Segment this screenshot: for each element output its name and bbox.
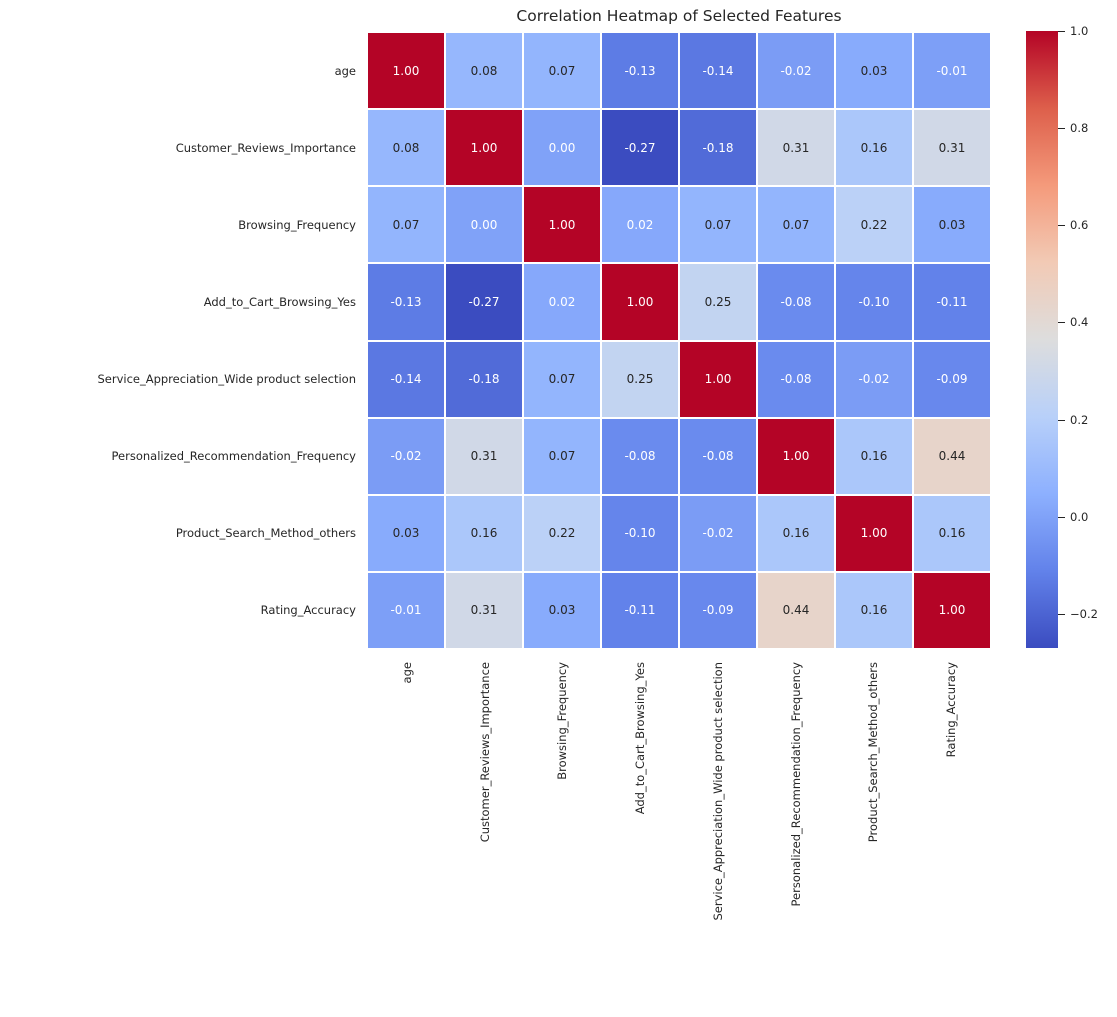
colorbar-gradient bbox=[1026, 31, 1058, 648]
colorbar-tick-label: 0.4 bbox=[1070, 315, 1089, 330]
x-tick-label: Personalized_Recommendation_Frequency bbox=[788, 662, 803, 907]
colorbar-tick-label: 0.6 bbox=[1070, 218, 1089, 233]
colorbar-tick-mark bbox=[1058, 613, 1065, 615]
heatmap-cell: 0.44 bbox=[914, 418, 990, 494]
heatmap-cell: 0.00 bbox=[524, 110, 600, 186]
heatmap-cell: 1.00 bbox=[680, 341, 756, 417]
heatmap-cell: -0.09 bbox=[914, 341, 990, 417]
heatmap-cell: 0.22 bbox=[836, 187, 912, 263]
y-tick-label: Product_Search_Method_others bbox=[175, 525, 356, 540]
heatmap-cell: 0.31 bbox=[446, 418, 522, 494]
heatmap-cell: 0.07 bbox=[524, 33, 600, 109]
heatmap-cell: -0.27 bbox=[446, 264, 522, 340]
colorbar-tick-mark bbox=[1058, 225, 1065, 227]
heatmap-cell: 0.16 bbox=[758, 495, 834, 571]
heatmap-cell: -0.08 bbox=[758, 341, 834, 417]
y-tick-label: Personalized_Recommendation_Frequency bbox=[111, 448, 356, 463]
heatmap-cell: 0.07 bbox=[680, 187, 756, 263]
y-tick-label: Browsing_Frequency bbox=[238, 218, 356, 233]
heatmap-cell: 1.00 bbox=[758, 418, 834, 494]
heatmap-cell: 0.31 bbox=[446, 572, 522, 648]
heatmap-cell: 0.16 bbox=[446, 495, 522, 571]
heatmap-cell: -0.01 bbox=[914, 33, 990, 109]
x-tick-label: age bbox=[399, 662, 414, 684]
heatmap-cell: 0.16 bbox=[914, 495, 990, 571]
x-tick-label: Customer_Reviews_Importance bbox=[477, 662, 492, 843]
y-tick-label: Service_Appreciation_Wide product select… bbox=[97, 371, 356, 386]
heatmap-cell: -0.18 bbox=[680, 110, 756, 186]
heatmap-cell: -0.14 bbox=[680, 33, 756, 109]
heatmap-cell: 0.07 bbox=[524, 341, 600, 417]
colorbar-tick-label: 1.0 bbox=[1070, 24, 1089, 38]
heatmap-cell: 0.07 bbox=[368, 187, 444, 263]
heatmap-cell: -0.09 bbox=[680, 572, 756, 648]
heatmap-cell: -0.14 bbox=[368, 341, 444, 417]
heatmap-cell: -0.27 bbox=[602, 110, 678, 186]
heatmap-cell: 0.31 bbox=[758, 110, 834, 186]
heatmap-cell: 0.25 bbox=[602, 341, 678, 417]
heatmap-cell: 0.02 bbox=[524, 264, 600, 340]
heatmap-cell: -0.02 bbox=[680, 495, 756, 571]
heatmap-cell: 0.44 bbox=[758, 572, 834, 648]
colorbar-tick-label: 0.0 bbox=[1070, 509, 1089, 524]
heatmap-cell: 0.07 bbox=[758, 187, 834, 263]
heatmap-cell: 1.00 bbox=[446, 110, 522, 186]
colorbar-tick-mark bbox=[1058, 128, 1065, 130]
heatmap-cell: -0.08 bbox=[758, 264, 834, 340]
colorbar-tick-mark bbox=[1058, 419, 1065, 421]
colorbar-tick-label: 0.2 bbox=[1070, 412, 1089, 427]
heatmap-cell: -0.08 bbox=[680, 418, 756, 494]
heatmap-cell: 1.00 bbox=[524, 187, 600, 263]
heatmap-cell: 0.08 bbox=[368, 110, 444, 186]
y-tick-label: age bbox=[334, 64, 356, 79]
colorbar-tick-mark bbox=[1058, 31, 1065, 32]
heatmap-cell: 0.08 bbox=[446, 33, 522, 109]
chart-title: Correlation Heatmap of Selected Features bbox=[516, 7, 842, 25]
heatmap-cell: -0.13 bbox=[602, 33, 678, 109]
heatmap-cell: -0.10 bbox=[602, 495, 678, 571]
y-tick-label: Add_to_Cart_Browsing_Yes bbox=[203, 295, 356, 310]
heatmap-cell: 0.16 bbox=[836, 572, 912, 648]
heatmap-cell: 0.16 bbox=[836, 418, 912, 494]
heatmap-cell: -0.02 bbox=[758, 33, 834, 109]
heatmap-cell: 1.00 bbox=[836, 495, 912, 571]
colorbar-tick-mark bbox=[1058, 322, 1065, 324]
heatmap-cell: 0.03 bbox=[836, 33, 912, 109]
heatmap-cell: -0.13 bbox=[368, 264, 444, 340]
heatmap-cell: -0.02 bbox=[368, 418, 444, 494]
heatmap-cell: -0.10 bbox=[836, 264, 912, 340]
heatmap-cell: 0.25 bbox=[680, 264, 756, 340]
heatmap-cell: 0.03 bbox=[368, 495, 444, 571]
heatmap-cell: -0.18 bbox=[446, 341, 522, 417]
heatmap-cell: 1.00 bbox=[914, 572, 990, 648]
heatmap-cell: 0.31 bbox=[914, 110, 990, 186]
heatmap-cell: 0.02 bbox=[602, 187, 678, 263]
heatmap-cell: 0.00 bbox=[446, 187, 522, 263]
heatmap-cell: 0.07 bbox=[524, 418, 600, 494]
colorbar-tick-label: −0.2 bbox=[1070, 606, 1098, 621]
y-tick-label: Rating_Accuracy bbox=[260, 602, 356, 617]
x-tick-label: Product_Search_Method_others bbox=[866, 662, 881, 843]
heatmap-grid: 1.00 0.08 0.07 -0.13 -0.14 -0.02 0.03 -0.01 0.08… bbox=[368, 33, 990, 648]
heatmap-cell: -0.02 bbox=[836, 341, 912, 417]
heatmap-cell: 0.16 bbox=[836, 110, 912, 186]
heatmap-cell: 0.22 bbox=[524, 495, 600, 571]
colorbar-tick-label: 0.8 bbox=[1070, 121, 1089, 136]
x-tick-label: Rating_Accuracy bbox=[944, 662, 959, 758]
heatmap-cell: -0.11 bbox=[914, 264, 990, 340]
heatmap-cell: 0.03 bbox=[914, 187, 990, 263]
heatmap-cell: 1.00 bbox=[368, 33, 444, 109]
heatmap-cell: -0.01 bbox=[368, 572, 444, 648]
x-tick-label: Browsing_Frequency bbox=[555, 662, 570, 780]
heatmap-cell: 1.00 bbox=[602, 264, 678, 340]
heatmap-cell: 0.03 bbox=[524, 572, 600, 648]
x-tick-label: Add_to_Cart_Browsing_Yes bbox=[633, 662, 648, 815]
x-tick-label: Service_Appreciation_Wide product select… bbox=[710, 662, 725, 921]
heatmap-cell: -0.08 bbox=[602, 418, 678, 494]
colorbar-tick-mark bbox=[1058, 516, 1065, 518]
heatmap-cell: -0.11 bbox=[602, 572, 678, 648]
y-tick-label: Customer_Reviews_Importance bbox=[175, 141, 356, 156]
